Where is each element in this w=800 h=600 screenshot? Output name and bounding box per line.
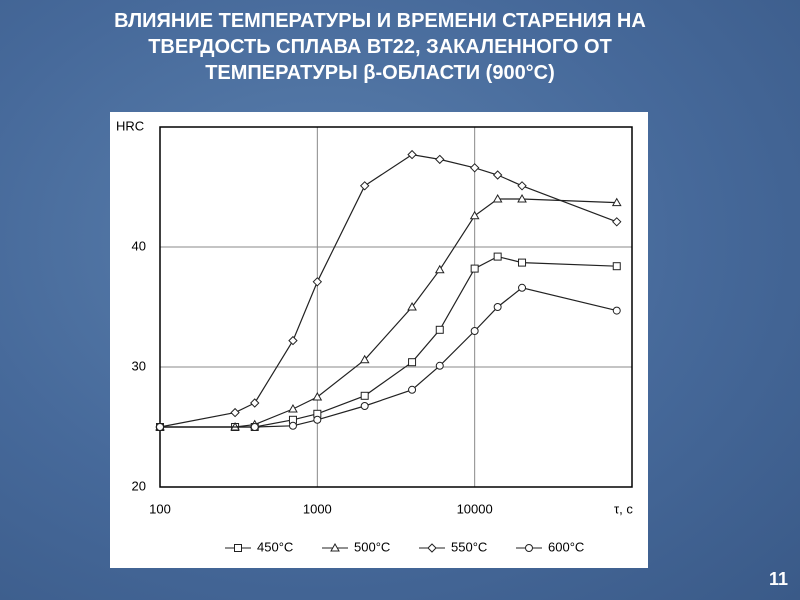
legend-label: 550°C <box>451 539 487 554</box>
title-line: ТВЕРДОСТЬ СПЛАВА ВТ22, ЗАКАЛЕННОГО ОТ <box>148 36 612 58</box>
x-axis-label: τ, с <box>614 501 633 516</box>
marker <box>612 262 621 271</box>
title-line: ВЛИЯНИЕ ТЕМПЕРАТУРЫ И ВРЕМЕНИ СТАРЕНИЯ Н… <box>114 10 646 32</box>
marker <box>407 149 417 160</box>
marker <box>250 423 259 431</box>
marker <box>156 423 164 431</box>
series-line <box>159 153 617 428</box>
marker <box>612 306 621 315</box>
marker <box>434 264 445 274</box>
marker <box>407 301 417 311</box>
title-line: ТЕМПЕРАТУРЫ β-ОБЛАСТИ (900°С) <box>205 62 555 84</box>
y-tick-label: 20 <box>132 478 146 493</box>
marker <box>493 303 502 311</box>
marker <box>518 258 527 267</box>
marker <box>435 361 444 370</box>
y-tick-label: 30 <box>132 358 146 373</box>
legend-marker <box>330 542 340 552</box>
legend-marker <box>234 544 242 552</box>
slide-title: ВЛИЯНИЕ ТЕМПЕРАТУРЫ И ВРЕМЕНИ СТАРЕНИЯ Н… <box>0 8 760 86</box>
marker <box>408 385 417 394</box>
marker <box>360 402 369 410</box>
legend-label: 600°C <box>548 539 584 554</box>
marker <box>435 154 445 165</box>
x-tick-label: 1000 <box>303 501 332 516</box>
marker <box>492 170 503 180</box>
marker <box>469 163 480 173</box>
legend-marker <box>525 544 533 552</box>
x-tick-label: 100 <box>149 501 171 516</box>
marker <box>612 217 622 227</box>
marker <box>360 391 369 400</box>
y-axis-label: HRC <box>116 118 144 133</box>
marker <box>517 181 527 191</box>
legend-marker <box>427 543 437 553</box>
marker <box>313 415 322 424</box>
chart-panel <box>110 112 648 568</box>
marker <box>611 197 622 207</box>
marker <box>288 403 298 413</box>
marker <box>493 252 502 261</box>
marker <box>469 210 480 220</box>
marker <box>492 193 503 203</box>
marker <box>518 283 527 292</box>
legend-label: 500°C <box>354 539 390 554</box>
marker <box>517 193 527 203</box>
legend-label: 450°C <box>257 539 293 554</box>
marker <box>312 391 323 401</box>
marker <box>250 398 260 408</box>
marker <box>230 407 240 418</box>
marker <box>312 277 323 287</box>
marker <box>359 354 370 364</box>
plot-frame <box>159 126 633 488</box>
y-tick-label: 40 <box>132 238 146 253</box>
x-tick-label: 10000 <box>457 501 493 516</box>
slide-number: 11 <box>768 569 788 589</box>
marker <box>470 327 479 335</box>
marker <box>288 335 298 346</box>
marker <box>288 421 297 430</box>
marker <box>359 181 370 191</box>
marker <box>435 325 444 334</box>
marker <box>470 264 479 273</box>
marker <box>408 358 417 367</box>
